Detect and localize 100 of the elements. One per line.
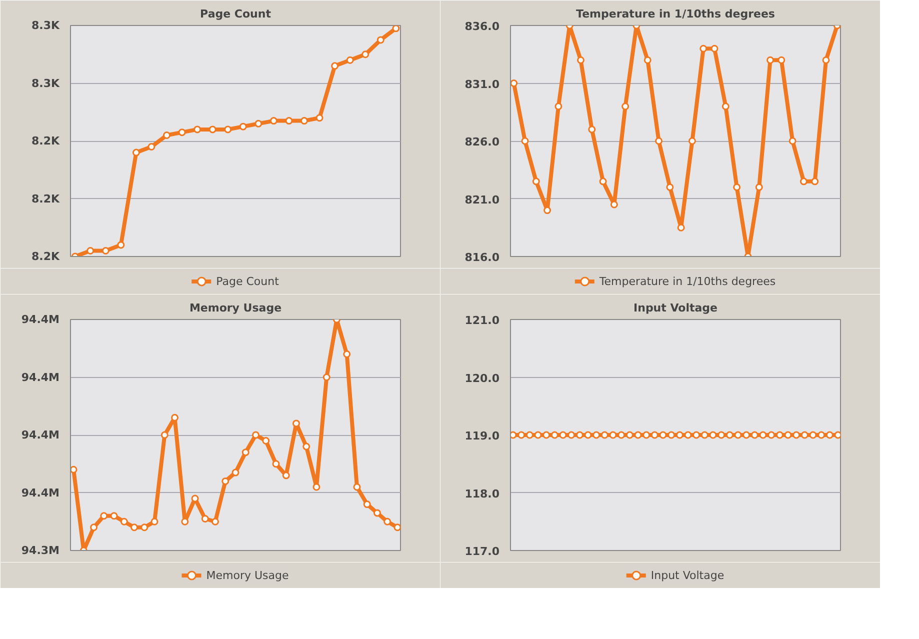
- legend-label: Input Voltage: [650, 568, 724, 582]
- point: [655, 137, 663, 145]
- point: [800, 178, 808, 186]
- point: [300, 117, 308, 125]
- point: [232, 468, 240, 476]
- y-tick-label: 94.3M: [21, 544, 60, 557]
- y-tick-label: 826.0: [464, 136, 500, 148]
- y-tick-label: 821.0: [464, 193, 500, 206]
- point: [171, 414, 179, 422]
- point: [285, 117, 293, 125]
- y-tick-label: 120.0: [464, 372, 500, 385]
- point: [755, 183, 763, 191]
- point: [90, 524, 98, 532]
- line-series: [70, 320, 400, 550]
- y-tick-label: 119.0: [464, 430, 500, 442]
- point: [331, 62, 339, 70]
- point: [722, 102, 730, 110]
- point: [312, 483, 320, 491]
- point: [282, 472, 290, 480]
- point: [252, 431, 260, 439]
- legend-label: Temperature in 1/10ths degrees: [599, 274, 776, 288]
- point: [212, 518, 220, 526]
- y-tick-label: 836.0: [464, 20, 500, 33]
- point: [788, 137, 796, 145]
- point: [302, 442, 310, 450]
- point: [394, 524, 400, 532]
- point: [644, 56, 652, 64]
- point: [262, 437, 270, 445]
- point: [163, 131, 170, 139]
- point: [710, 44, 718, 52]
- point: [363, 500, 371, 508]
- chart-title: Page Count: [200, 8, 271, 20]
- point: [677, 224, 685, 232]
- y-tick-label: 117.0: [464, 545, 500, 558]
- y-tick-label: 118.0: [464, 487, 500, 500]
- point: [353, 483, 361, 491]
- point: [322, 374, 330, 381]
- point: [132, 148, 140, 156]
- point: [554, 102, 562, 110]
- point: [270, 117, 278, 125]
- point: [588, 126, 596, 134]
- y-tick-label: 8.2K: [31, 192, 60, 206]
- point: [766, 56, 774, 64]
- point: [822, 56, 830, 64]
- point: [208, 126, 216, 134]
- line-series: [71, 26, 400, 256]
- point: [376, 36, 384, 44]
- point: [110, 512, 118, 520]
- point: [733, 183, 741, 191]
- point: [150, 518, 158, 526]
- point: [117, 241, 125, 249]
- point: [140, 524, 148, 532]
- point: [384, 518, 392, 526]
- point: [346, 56, 354, 64]
- point: [148, 143, 156, 151]
- y-tick-label: 94.4M: [21, 370, 60, 384]
- point: [272, 460, 280, 468]
- y-tick-label: 8.3K: [31, 76, 60, 90]
- point: [599, 178, 607, 186]
- point: [544, 206, 552, 214]
- point: [100, 512, 108, 520]
- point: [70, 466, 78, 474]
- y-tick-label: 8.3K: [31, 19, 60, 32]
- legend-label: Memory Usage: [206, 568, 289, 582]
- y-tick-label: 8.2K: [31, 134, 60, 148]
- point: [700, 44, 708, 52]
- point: [254, 120, 262, 128]
- point: [373, 509, 381, 517]
- point: [102, 246, 110, 254]
- point: [292, 420, 300, 428]
- point: [666, 183, 674, 191]
- point: [362, 50, 370, 58]
- point: [510, 80, 518, 87]
- point: [610, 200, 618, 208]
- point: [86, 246, 94, 254]
- point: [688, 137, 696, 145]
- point: [181, 518, 189, 526]
- point: [120, 518, 128, 526]
- point: [178, 128, 186, 136]
- y-tick-label: 94.4M: [21, 428, 60, 442]
- y-tick-label: 816.0: [464, 251, 500, 264]
- point: [194, 126, 202, 134]
- point: [576, 56, 584, 64]
- y-tick-label: 94.4M: [21, 486, 60, 500]
- point: [343, 350, 351, 358]
- point: [521, 137, 529, 145]
- point: [201, 514, 209, 522]
- point: [622, 102, 630, 110]
- y-tick-label: 831.0: [464, 78, 500, 91]
- point: [224, 126, 232, 134]
- point: [130, 524, 138, 532]
- point: [242, 448, 250, 456]
- y-tick-label: 121.0: [464, 314, 500, 327]
- point: [222, 477, 230, 485]
- point: [392, 26, 400, 32]
- point: [778, 56, 786, 64]
- line-series: [510, 26, 840, 256]
- point: [239, 122, 247, 130]
- point: [160, 431, 168, 439]
- point: [811, 178, 819, 186]
